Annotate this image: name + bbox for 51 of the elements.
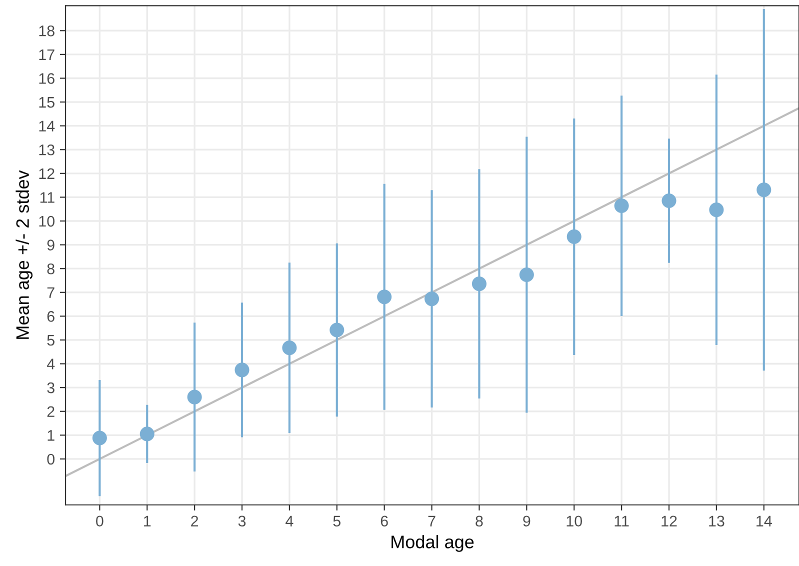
y-tick-label: 15 xyxy=(39,97,54,108)
x-tick-label: 9 xyxy=(523,516,530,527)
y-tick-label: 9 xyxy=(47,240,54,250)
y-tick-label: 5 xyxy=(47,335,54,346)
point xyxy=(92,430,107,446)
y-tick-label: 11 xyxy=(40,192,54,203)
x-tick-label: 7 xyxy=(428,516,436,526)
point xyxy=(424,292,440,306)
y-axis-title: Mean age +/- 2 stdev xyxy=(16,170,33,339)
y-tick-label: 3 xyxy=(47,382,54,394)
x-tick-label: 3 xyxy=(238,516,246,527)
x-tick-label: 4 xyxy=(286,516,294,526)
point xyxy=(377,290,392,304)
point xyxy=(709,202,724,218)
y-tick-label: 0 xyxy=(47,454,55,465)
x-axis-title: Modal age xyxy=(392,535,474,552)
x-tick-label: 8 xyxy=(476,516,483,527)
y-tick-label: 4 xyxy=(46,358,55,370)
point xyxy=(519,267,534,282)
y-tick-label: 16 xyxy=(39,73,54,84)
point xyxy=(662,193,676,208)
x-tick-label: 10 xyxy=(566,516,582,527)
point xyxy=(472,276,487,292)
point xyxy=(187,390,202,404)
y-tick-label: 6 xyxy=(47,311,54,322)
x-tick-label: 6 xyxy=(380,516,388,527)
y-tick-label: 8 xyxy=(47,263,54,274)
x-tick-label: 12 xyxy=(662,516,677,526)
y-tick-label: 2 xyxy=(47,406,54,417)
point xyxy=(614,198,629,214)
point xyxy=(234,362,250,378)
y-tick-label: 13 xyxy=(39,144,54,156)
point xyxy=(566,229,582,244)
point xyxy=(330,322,344,338)
point xyxy=(756,182,772,198)
y-tick-label: 18 xyxy=(39,26,54,36)
x-tick-label: 13 xyxy=(709,516,724,527)
x-tick-label: 11 xyxy=(614,516,629,526)
x-tick-label: 2 xyxy=(191,516,198,526)
y-tick-label: 12 xyxy=(39,168,54,179)
y-tick-label: 14 xyxy=(39,120,55,132)
y-tick-label: 1 xyxy=(48,430,54,441)
x-tick-label: 14 xyxy=(756,516,772,526)
y-tick-label: 10 xyxy=(39,216,55,227)
x-tick-label: 0 xyxy=(96,516,104,527)
point xyxy=(282,340,297,356)
x-tick-label: 5 xyxy=(333,516,341,527)
y-tick-label: 17 xyxy=(39,49,54,60)
x-tick-label: 1 xyxy=(144,516,151,526)
point xyxy=(140,426,154,442)
y-tick-label: 7 xyxy=(47,287,54,298)
